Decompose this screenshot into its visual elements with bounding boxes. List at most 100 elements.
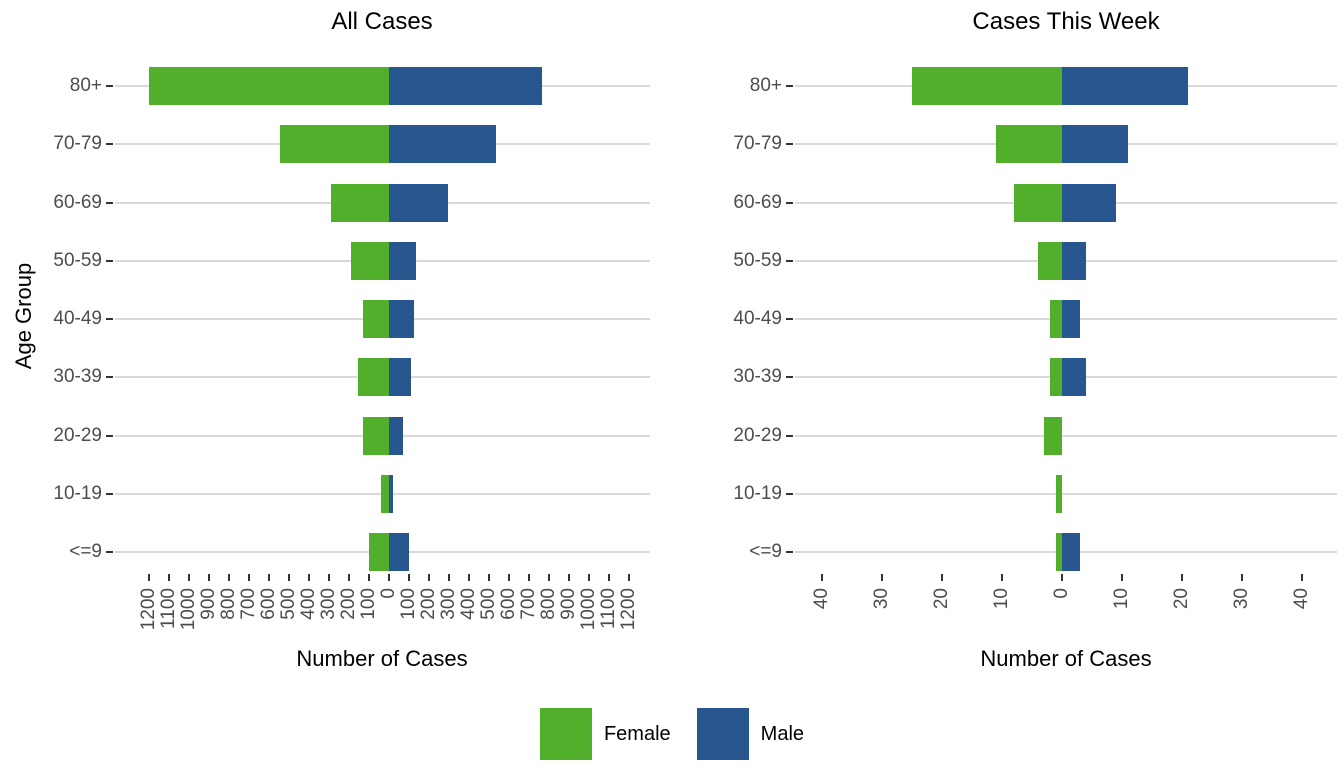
y-tick-label: 50-59 (733, 249, 782, 271)
bar-male-30-39 (1062, 358, 1086, 397)
bar-female-<=9 (1056, 533, 1062, 571)
y-tick-label: <=9 (69, 541, 102, 562)
x-tick-mark (148, 574, 150, 581)
y-tick-mark (106, 551, 113, 553)
x-tick-mark (328, 574, 330, 581)
x-tick-mark (248, 574, 250, 581)
y-tick-mark (106, 492, 113, 495)
y-tick-label: 50-59 (53, 249, 102, 271)
x-tick-mark (1121, 574, 1123, 581)
x-tick-mark (548, 574, 550, 581)
bar-male-80+ (1062, 67, 1188, 105)
y-tick-label: 20-29 (53, 424, 102, 446)
bar-male-40-49 (1062, 300, 1080, 338)
bar-female-60-69 (1014, 183, 1062, 222)
bar-female-50-59 (1038, 241, 1062, 280)
gridline (795, 492, 1337, 495)
x-tick-mark (1241, 574, 1243, 581)
x-tick-label: 30 (1231, 588, 1252, 610)
y-tick-mark (786, 85, 793, 87)
x-tick-mark (168, 574, 170, 581)
bar-male-50-59 (389, 241, 416, 280)
x-tick-label: 40 (811, 588, 832, 610)
y-tick-label: 10-19 (733, 482, 782, 504)
legend-label-female: Female (603, 722, 671, 745)
x-tick-mark (488, 574, 490, 581)
x-tick-mark (821, 574, 823, 581)
x-tick-label: 40 (1291, 588, 1312, 610)
x-tick-mark (188, 574, 190, 581)
y-tick-mark (106, 201, 113, 204)
legend-swatch-female (539, 708, 592, 760)
bar-female-70-79 (996, 125, 1062, 164)
bar-male-<=9 (389, 533, 409, 571)
y-tick-label: <=9 (749, 541, 782, 562)
x-tick-mark (428, 574, 430, 581)
y-tick-label: 40-49 (53, 308, 102, 329)
x-axis-title-left: Number of Cases (296, 646, 468, 671)
legend-swatch-male (696, 708, 749, 760)
x-tick-mark (388, 574, 390, 581)
x-tick-label: 0 (1051, 588, 1072, 599)
x-tick-mark (288, 574, 290, 581)
x-tick-mark (448, 574, 450, 581)
bar-female-60-69 (331, 183, 389, 222)
x-tick-label: 10 (991, 588, 1012, 610)
x-tick-mark (508, 574, 510, 581)
x-tick-mark (468, 574, 470, 581)
y-tick-mark (786, 434, 793, 437)
x-tick-mark (368, 574, 370, 581)
x-tick-mark (628, 574, 630, 581)
y-tick-mark (786, 551, 793, 553)
y-tick-label: 30-39 (53, 366, 102, 388)
bar-male-40-49 (389, 300, 414, 338)
legend-label-male: Male (760, 722, 805, 745)
bar-female-40-49 (363, 300, 389, 338)
x-tick-mark (1001, 574, 1003, 581)
bar-male-20-29 (389, 416, 403, 455)
bar-female-80+ (912, 67, 1062, 105)
x-tick-label: 20 (931, 588, 952, 610)
x-tick-mark (348, 574, 350, 581)
x-axis-title-right: Number of Cases (980, 646, 1152, 671)
x-tick-mark (208, 574, 210, 581)
bar-female-<=9 (369, 533, 389, 571)
x-tick-mark (881, 574, 883, 581)
bar-male-80+ (389, 67, 542, 105)
y-tick-mark (106, 143, 113, 146)
bar-male-30-39 (389, 358, 411, 397)
y-tick-label: 70-79 (53, 133, 102, 155)
x-tick-label: 20 (1171, 588, 1192, 610)
bar-female-80+ (149, 67, 389, 105)
bar-male-60-69 (1062, 183, 1116, 222)
y-tick-mark (786, 259, 793, 262)
x-tick-mark (268, 574, 270, 581)
y-tick-mark (106, 318, 113, 320)
bar-male-60-69 (389, 183, 448, 222)
y-tick-label: 60-69 (733, 191, 782, 213)
y-tick-mark (786, 376, 793, 379)
bar-female-10-19 (1056, 474, 1062, 513)
panel-title-all-cases: All Cases (331, 8, 433, 35)
bar-female-20-29 (1044, 416, 1062, 455)
bar-male-10-19 (389, 474, 393, 513)
x-tick-mark (941, 574, 943, 581)
x-tick-mark (228, 574, 230, 581)
y-tick-mark (106, 376, 113, 379)
y-tick-label: 40-49 (733, 308, 782, 329)
x-tick-mark (1301, 574, 1303, 581)
bar-female-10-19 (381, 474, 389, 513)
x-tick-mark (1181, 574, 1183, 581)
y-tick-label: 80+ (69, 75, 102, 96)
bar-female-30-39 (358, 358, 389, 397)
bar-female-70-79 (280, 125, 389, 164)
gridline (795, 434, 1337, 437)
bar-male-70-79 (1062, 125, 1128, 164)
y-tick-label: 10-19 (53, 482, 102, 504)
y-tick-label: 20-29 (733, 424, 782, 446)
y-tick-label: 70-79 (733, 133, 782, 155)
legend: Female Male (0, 708, 1344, 760)
